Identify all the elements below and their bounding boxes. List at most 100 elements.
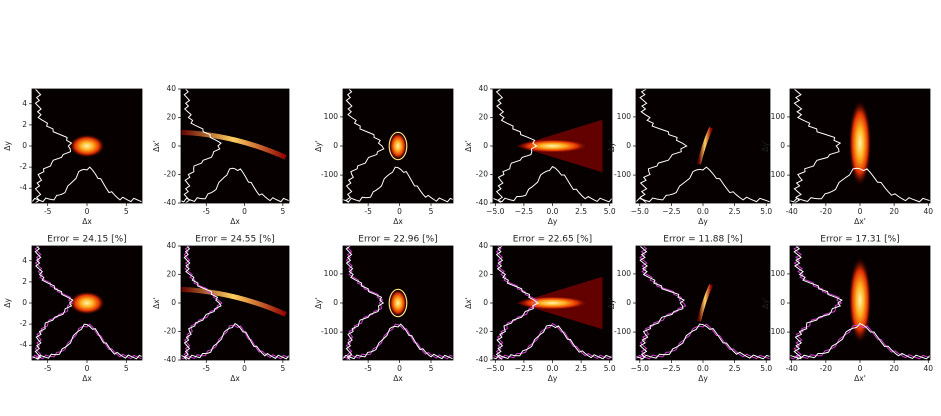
- x-tick-label: -5: [364, 364, 372, 373]
- y-tick-label: 100: [617, 269, 632, 278]
- y-tick-label: 0: [171, 141, 176, 150]
- y-tick-label: 20: [478, 113, 488, 122]
- x-tick-label: -40: [786, 364, 798, 373]
- x-axis-label: Δy: [548, 217, 558, 226]
- plot-area: [181, 89, 289, 203]
- y-axis-label: Δy': [761, 140, 770, 152]
- x-tick-label: 5: [280, 207, 285, 216]
- y-tick-label: 0: [483, 298, 488, 307]
- profile: [789, 324, 931, 360]
- panel: -5 0 5 -40 -20 0 20 40 Δx Δx': [152, 84, 290, 226]
- x-axis-label: Δy: [698, 217, 708, 226]
- y-tick-label: 100: [771, 112, 786, 121]
- y-axis-label: Δy': [314, 140, 323, 152]
- x-tick-label: 0.0: [697, 364, 709, 373]
- x-tick-label: 5.0: [760, 364, 772, 373]
- y-tick-label: -20: [164, 170, 176, 179]
- x-tick-label: 40: [924, 364, 934, 373]
- x-tick-label: 0: [85, 364, 90, 373]
- x-tick-label: −2.5: [515, 364, 533, 373]
- profile: [639, 88, 688, 204]
- panel: -5 0 5 -4 -2 0 2 4 Δx Δy Error = 24.15 [%]: [3, 235, 143, 383]
- beam-image: [697, 283, 713, 322]
- y-tick-label: -40: [476, 198, 488, 207]
- x-tick-label: 0: [242, 364, 247, 373]
- x-axis-label: Δy: [698, 374, 708, 383]
- x-tick-label: −5.0: [486, 207, 504, 216]
- y-tick-label: 20: [166, 113, 176, 122]
- profile: [492, 322, 613, 360]
- x-tick-label: −2.5: [515, 207, 533, 216]
- y-tick-label: 100: [324, 112, 339, 121]
- y-tick-label: -20: [476, 327, 488, 336]
- profile: [345, 245, 384, 361]
- x-tick-label: 40: [924, 207, 934, 216]
- y-tick-label: -100: [321, 170, 338, 179]
- y-axis-label: Δy': [314, 297, 323, 309]
- profile: [34, 245, 74, 361]
- x-axis-label: Δy: [548, 374, 558, 383]
- panel: -5 0 5 -100 0 100 Δx Δy' Error = 22.96 [%]: [314, 235, 454, 383]
- profile: [639, 245, 686, 361]
- x-tick-label: 5.0: [604, 207, 616, 216]
- x-axis-label: Δx: [230, 217, 240, 226]
- x-tick-label: −2.5: [662, 364, 680, 373]
- y-tick-label: 4: [22, 99, 27, 108]
- x-tick-label: 2.5: [575, 207, 587, 216]
- y-tick-label: 40: [478, 241, 488, 250]
- y-tick-label: 2: [22, 277, 27, 286]
- x-axis-label: Δx': [854, 217, 866, 226]
- panel: -5 0 5 -40 -20 0 20 40 Δx Δx' Error = 24.55 [%]: [152, 235, 290, 383]
- x-tick-label: -20: [820, 364, 832, 373]
- panel-title: Error = 22.96 [%]: [358, 235, 437, 245]
- x-tick-label: -5: [203, 364, 211, 373]
- beam-image: [180, 286, 287, 317]
- y-axis-label: Δx': [152, 297, 161, 309]
- profile: [789, 167, 931, 203]
- y-tick-label: -100: [614, 327, 631, 336]
- x-tick-label: 0: [858, 207, 863, 216]
- x-tick-label: -5: [44, 364, 52, 373]
- panel: -5 0 5 -4 -2 0 2 4 Δx Δy: [3, 88, 143, 226]
- x-tick-label: -5: [203, 207, 211, 216]
- y-tick-label: -100: [614, 170, 631, 179]
- x-axis-label: Δx': [854, 374, 866, 383]
- profile: [31, 323, 143, 360]
- x-tick-label: 20: [889, 207, 899, 216]
- x-tick-label: 0.0: [547, 364, 559, 373]
- x-tick-label: 5.0: [604, 364, 616, 373]
- y-tick-label: -100: [321, 327, 338, 336]
- x-tick-label: 5: [280, 364, 285, 373]
- x-tick-label: 0.0: [547, 207, 559, 216]
- y-tick-label: 0: [780, 298, 785, 307]
- y-tick-label: 0: [626, 141, 631, 150]
- x-axis-label: Δx: [82, 374, 92, 383]
- y-tick-label: 40: [478, 84, 488, 93]
- panel: −5.0 −2.5 0.0 2.5 5.0 -40 -20 0 20 40 Δy Δx' Error =…: [464, 235, 616, 384]
- profile: [345, 88, 385, 204]
- x-axis-label: Δx: [393, 374, 403, 383]
- beam-image: [69, 291, 105, 315]
- x-tick-label: 2.5: [729, 364, 741, 373]
- panel: −5.0 −2.5 0.0 2.5 5.0 -40 -20 0 20 40 Δy Δx': [464, 84, 616, 226]
- profile: [180, 167, 290, 203]
- profile: [31, 166, 143, 203]
- x-tick-label: 5: [429, 207, 434, 216]
- profile: [495, 245, 539, 361]
- y-tick-label: 20: [166, 270, 176, 279]
- x-tick-label: 0.0: [697, 207, 709, 216]
- y-tick-label: 0: [780, 141, 785, 150]
- profile: [793, 245, 843, 361]
- beam-image: [848, 100, 872, 186]
- x-tick-label: 5.0: [760, 207, 772, 216]
- profile: [180, 324, 290, 360]
- y-axis-label: Δx': [464, 297, 473, 309]
- y-tick-label: 0: [333, 298, 338, 307]
- x-tick-label: −5.0: [486, 364, 504, 373]
- y-tick-label: 0: [333, 141, 338, 150]
- panel: -40 -20 0 20 40 -100 0 100 Δx' Δy' Error = 17.31 […: [761, 235, 933, 384]
- y-axis-label: Δy': [607, 297, 616, 309]
- y-axis-label: Δy: [3, 298, 12, 308]
- y-tick-label: 40: [166, 241, 176, 250]
